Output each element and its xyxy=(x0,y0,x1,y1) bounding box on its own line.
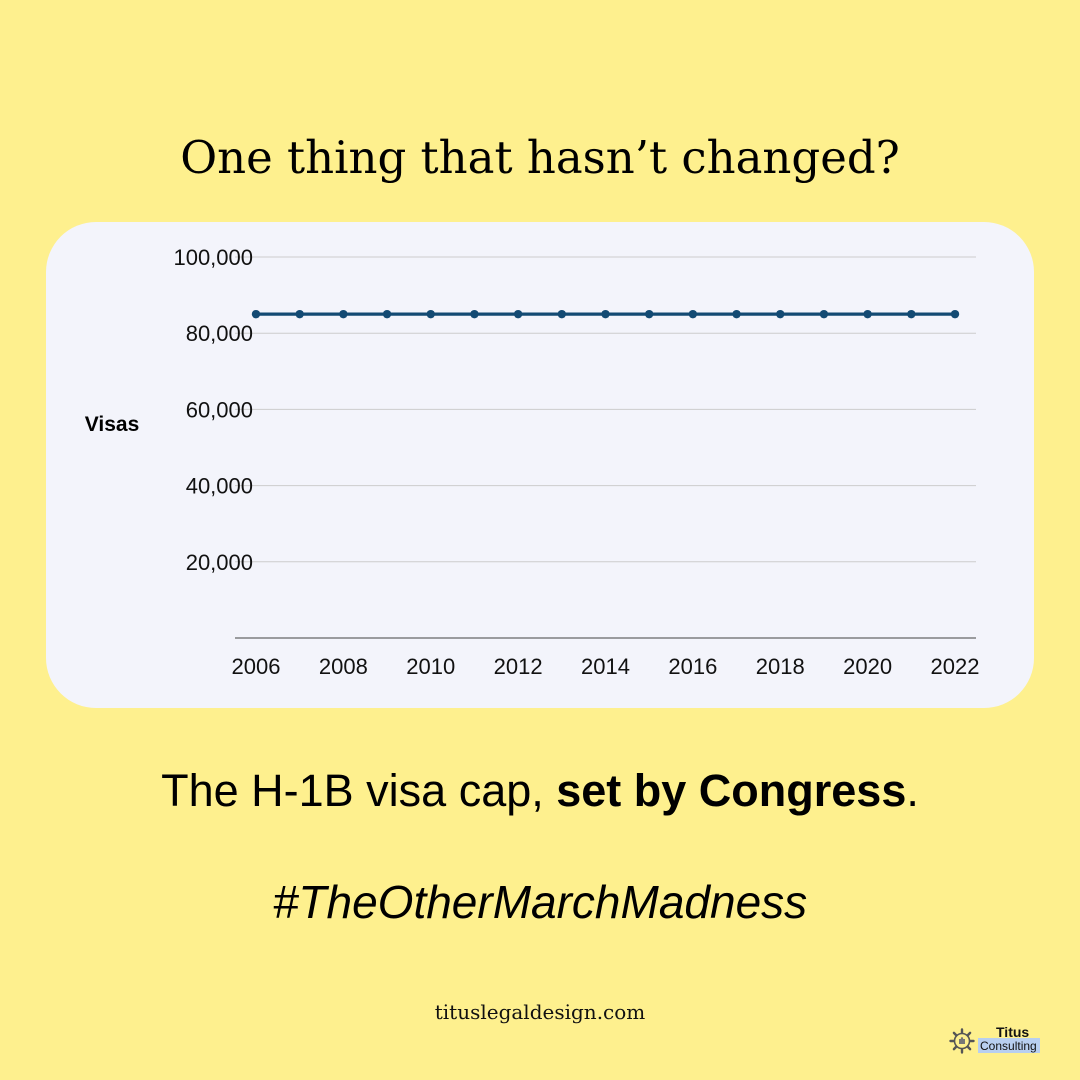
logo-subtitle: Consulting xyxy=(978,1038,1040,1053)
caption: The H-1B visa cap, set by Congress. xyxy=(0,760,1080,822)
headline: One thing that hasn’t changed? xyxy=(180,131,900,184)
x-tick-label: 2008 xyxy=(319,654,368,679)
x-tick-label: 2020 xyxy=(843,654,892,679)
caption-bold: set by Congress xyxy=(556,765,907,816)
data-point-2020 xyxy=(863,309,872,319)
data-point-2013 xyxy=(557,309,567,319)
y-axis-title: Visas xyxy=(85,413,140,436)
y-tick-label: 20,000 xyxy=(186,550,253,575)
x-tick-label: 2010 xyxy=(406,654,455,679)
data-point-2017 xyxy=(732,309,741,319)
data-point-2012 xyxy=(513,309,523,319)
line-chart: 20,000 40,000 60,000 80,000 100,000 2006 2008 2… xyxy=(85,245,980,679)
gear-puzzle-icon xyxy=(949,1028,975,1054)
caption-lead: The H-1B visa cap, xyxy=(161,765,557,816)
website-link[interactable]: tituslegaldesign.com xyxy=(434,1000,646,1024)
data-point-2019 xyxy=(819,309,829,319)
y-tick-label: 80,000 xyxy=(186,321,253,346)
logo-name: Titus xyxy=(996,1024,1030,1040)
chart-card: 20,000 40,000 60,000 80,000 100,000 2006 2008 2… xyxy=(46,222,1034,708)
data-point-2015 xyxy=(644,309,654,319)
data-point-2016 xyxy=(688,309,698,319)
data-point-2014 xyxy=(601,309,610,319)
titus-consulting-logo: Titus Consulting xyxy=(948,1024,1052,1056)
data-point-2018 xyxy=(776,309,785,319)
y-tick-label: 100,000 xyxy=(173,245,253,270)
data-point-2010 xyxy=(426,309,435,319)
hashtag: #TheOtherMarchMadness xyxy=(272,876,808,928)
data-point-2007 xyxy=(295,309,304,319)
x-tick-label: 2006 xyxy=(232,654,281,679)
data-point-2011 xyxy=(470,309,479,319)
y-tick-label: 60,000 xyxy=(186,397,253,422)
x-tick-label: 2018 xyxy=(756,654,805,679)
y-tick-label: 40,000 xyxy=(186,474,253,499)
x-tick-label: 2012 xyxy=(494,654,543,679)
data-point-2006 xyxy=(251,309,261,319)
x-tick-label: 2014 xyxy=(581,654,630,679)
x-tick-label: 2016 xyxy=(668,654,717,679)
caption-tail: . xyxy=(906,765,919,816)
data-point-2008 xyxy=(339,309,348,319)
data-point-2022 xyxy=(950,309,960,319)
data-point-2021 xyxy=(907,309,916,319)
x-tick-label: 2022 xyxy=(931,654,980,679)
data-point-2009 xyxy=(382,309,392,319)
